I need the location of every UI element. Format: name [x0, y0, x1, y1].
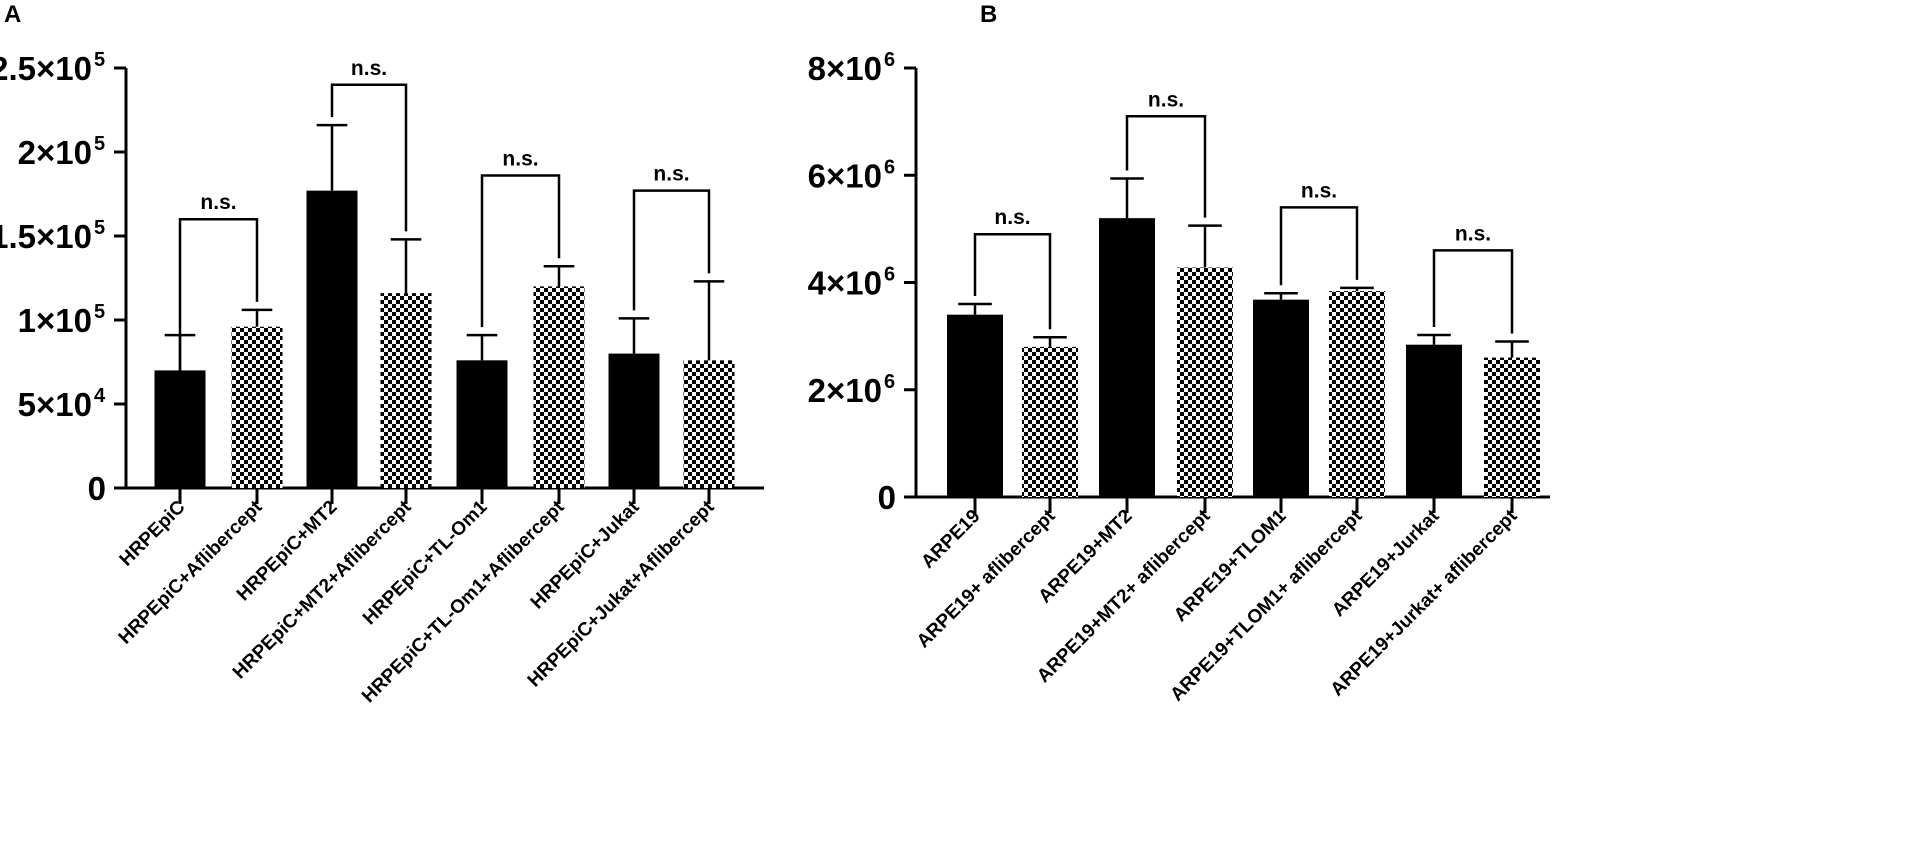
- y-tick-label: 1.5×10: [0, 218, 92, 255]
- significance-bracket-4: [1432, 249, 1514, 334]
- significance-label-4: n.s.: [1455, 222, 1491, 245]
- significance-bracket-2: [1125, 115, 1207, 218]
- y-tick-label: 8×10: [808, 50, 882, 87]
- category-label-1: ARPE19: [917, 506, 984, 573]
- significance-label-3: n.s.: [1301, 179, 1337, 202]
- significance-bracket-1: [973, 232, 1052, 330]
- bar-chart-panel-a: 05×10 41×10 51.5×10 52×10 52.5×10 5HRPEpiCHRP…: [0, 49, 764, 707]
- significance-label-2: n.s.: [1148, 88, 1184, 111]
- y-tick-label: 2.5×10: [0, 50, 92, 87]
- y-tick-exponent: 4: [94, 385, 106, 407]
- category-label-2: HRPEpiC+Aflibercept: [115, 496, 267, 648]
- significance-bracket-3: [480, 174, 561, 328]
- significance-bracket-4: [632, 189, 711, 311]
- bar-6: [1329, 291, 1385, 497]
- bar-2: [231, 326, 283, 488]
- significance-bracket-3: [1279, 206, 1359, 286]
- significance-bracket-2: [330, 83, 408, 232]
- y-tick-label: 0: [88, 470, 106, 507]
- significance-label-4: n.s.: [653, 163, 689, 186]
- bar-4: [380, 293, 432, 488]
- category-label-2: ARPE19+ aflibercept: [913, 505, 1060, 652]
- significance-label-1: n.s.: [994, 206, 1030, 229]
- y-tick-exponent: 6: [884, 264, 895, 286]
- bar-7: [608, 353, 660, 488]
- category-label-1: HRPEpiC: [116, 496, 190, 570]
- y-tick-label: 2×10: [808, 372, 882, 409]
- y-tick-exponent: 6: [884, 371, 895, 393]
- y-tick-exponent: 5: [94, 301, 105, 323]
- bar-7: [1406, 344, 1462, 497]
- significance-label-3: n.s.: [502, 148, 538, 171]
- bar-2: [1022, 346, 1078, 497]
- category-label-5: HRPEpiC+TL-Om1: [359, 496, 492, 629]
- y-tick-exponent: 5: [94, 217, 105, 239]
- significance-bracket-1: [178, 217, 259, 426]
- y-tick-label: 1×10: [18, 302, 92, 339]
- significance-label-1: n.s.: [200, 191, 236, 214]
- y-tick-label: 5×10: [18, 386, 92, 423]
- y-tick-label: 6×10: [808, 157, 882, 194]
- y-tick-label: 4×10: [808, 265, 882, 302]
- bar-5: [456, 360, 508, 488]
- bar-3: [306, 190, 358, 488]
- panel-label-a: A: [4, 1, 21, 28]
- panel-label-b: B: [980, 1, 997, 28]
- bar-3: [1099, 218, 1155, 497]
- significance-label-2: n.s.: [351, 57, 387, 80]
- y-tick-exponent: 6: [884, 49, 895, 71]
- y-tick-exponent: 5: [94, 133, 105, 155]
- bar-6: [533, 286, 585, 488]
- y-tick-label: 0: [878, 479, 896, 516]
- y-tick-label: 2×10: [18, 134, 92, 171]
- bar-8: [1484, 357, 1540, 497]
- bar-5: [1253, 299, 1309, 497]
- bar-1: [947, 314, 1003, 497]
- bar-8: [683, 360, 735, 488]
- bar-4: [1177, 267, 1233, 497]
- y-tick-exponent: 5: [94, 49, 105, 71]
- y-tick-exponent: 6: [884, 156, 895, 178]
